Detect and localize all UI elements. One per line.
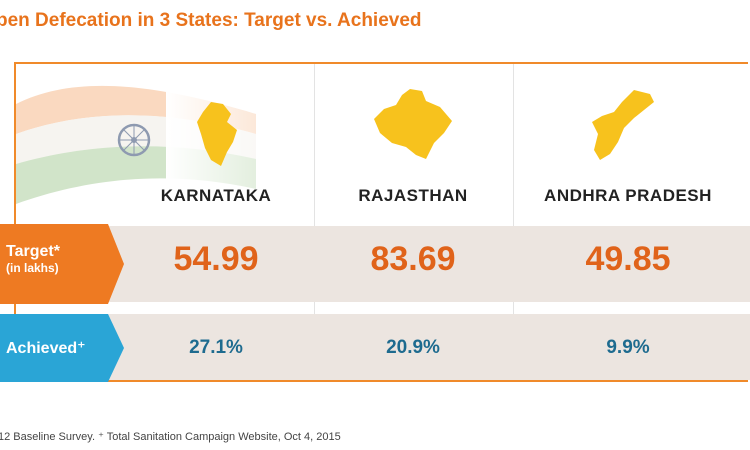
source-footnote: 12 Baseline Survey. ⁺ Total Sanitation C… [0,431,341,443]
state-name-rajasthan: RAJASTHAN [358,186,468,205]
target-value-rajasthan: 83.69 [370,240,456,278]
achieved-label-text: Achieved⁺ [6,340,86,357]
achieved-row-label: Achieved⁺ [0,314,130,382]
rajasthan-map-icon [374,89,452,159]
andhra-pradesh-map-icon [592,90,654,160]
karnataka-map-icon [197,102,237,166]
page-title: pen Defecation in 3 States: Target vs. A… [0,10,422,31]
column-divider [314,64,315,380]
achieved-value-andhra-pradesh: 9.9% [606,337,650,358]
state-name-andhra-pradesh: ANDHRA PRADESH [544,186,712,205]
achieved-value-rajasthan: 20.9% [386,337,440,358]
target-value-karnataka: 54.99 [173,240,259,278]
india-flag-graphic [16,64,316,214]
target-row [16,226,750,302]
target-label-text: Target* [6,243,60,260]
achieved-value-karnataka: 27.1% [189,337,243,358]
state-name-karnataka: KARNATAKA [160,186,272,205]
target-value-andhra-pradesh: 49.85 [585,240,671,278]
target-sublabel-text: (in lakhs) [6,261,59,275]
achieved-row [16,314,750,380]
column-divider [513,64,514,380]
target-row-label: Target* (in lakhs) [0,224,130,304]
